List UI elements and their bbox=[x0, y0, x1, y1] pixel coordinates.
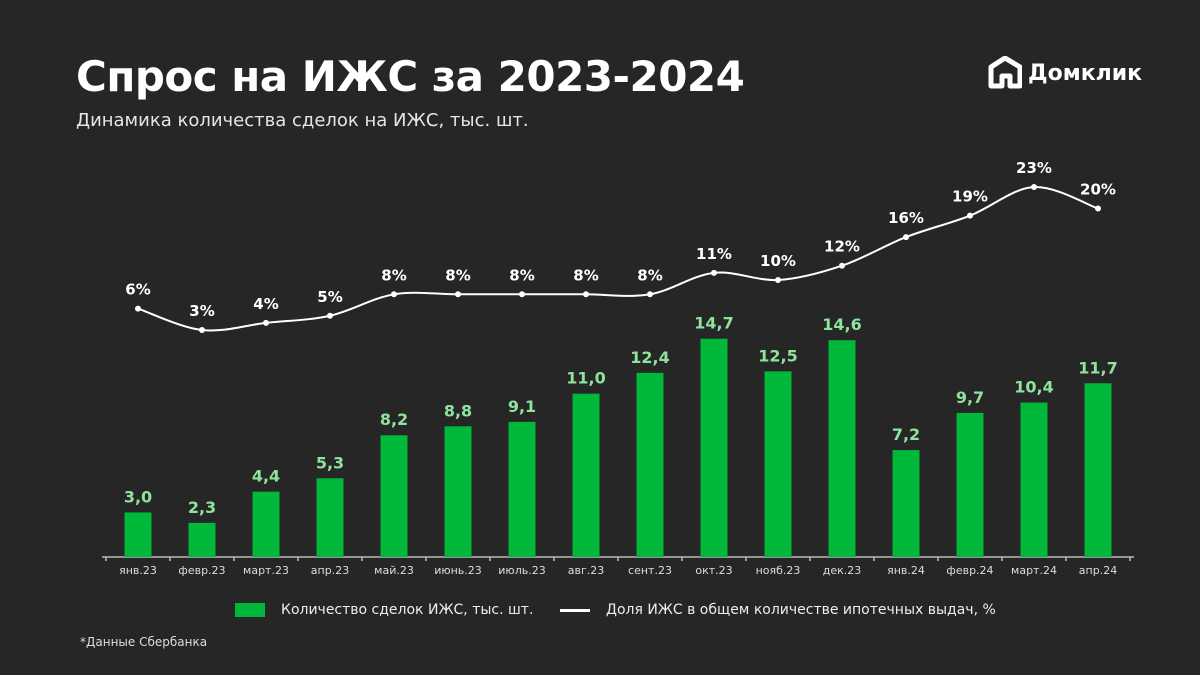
line-point bbox=[1031, 184, 1037, 191]
domclick-logo: Домклик bbox=[988, 56, 1142, 90]
line-label: 23% bbox=[1016, 159, 1052, 177]
x-tick-label: янв.24 bbox=[887, 564, 925, 577]
x-tick-label: май.23 bbox=[374, 564, 414, 577]
bar-label: 4,4 bbox=[252, 467, 280, 486]
bar-label: 14,7 bbox=[694, 314, 733, 333]
legend-bars: Количество сделок ИЖС, тыс. шт. bbox=[235, 602, 533, 618]
x-tick-label: нояб.23 bbox=[756, 564, 801, 577]
line-label: 8% bbox=[445, 266, 470, 284]
bar-label: 5,3 bbox=[316, 453, 344, 472]
legend-bar-label: Количество сделок ИЖС, тыс. шт. bbox=[281, 602, 534, 618]
line-point bbox=[967, 212, 973, 219]
bar bbox=[828, 340, 856, 557]
line-point bbox=[263, 319, 269, 326]
line-point bbox=[711, 269, 717, 276]
bar-label: 8,2 bbox=[380, 410, 408, 429]
bar-label: 11,0 bbox=[566, 369, 605, 388]
line-label: 8% bbox=[381, 266, 406, 284]
bar-label: 3,0 bbox=[124, 487, 152, 506]
line-label: 20% bbox=[1080, 181, 1116, 199]
x-tick-label: март.23 bbox=[243, 564, 289, 577]
share-line bbox=[137, 186, 1099, 332]
bar bbox=[700, 338, 728, 557]
line-point bbox=[839, 262, 845, 269]
bar-label: 12,5 bbox=[758, 346, 797, 365]
x-tick-label: февр.23 bbox=[178, 564, 225, 577]
bar bbox=[188, 522, 216, 557]
line-label: 8% bbox=[573, 266, 598, 284]
x-tick-label: сент.23 bbox=[628, 564, 672, 577]
x-tick-label: янв.23 bbox=[119, 564, 157, 577]
line-point bbox=[135, 305, 141, 312]
bar bbox=[1020, 402, 1048, 557]
x-tick-label: дек.23 bbox=[823, 564, 862, 577]
line-label: 3% bbox=[189, 302, 214, 320]
legend-line: Доля ИЖС в общем количестве ипотечных вы… bbox=[560, 602, 996, 618]
bar-label: 9,7 bbox=[956, 388, 984, 407]
line-label: 11% bbox=[696, 245, 732, 263]
bar bbox=[380, 435, 408, 557]
line-point bbox=[327, 312, 333, 319]
bar-label: 10,4 bbox=[1014, 378, 1053, 397]
bar bbox=[508, 421, 536, 557]
bar-label: 14,6 bbox=[822, 315, 861, 334]
bar bbox=[892, 450, 920, 557]
bar bbox=[444, 426, 472, 557]
line-label: 10% bbox=[760, 252, 796, 270]
bar bbox=[316, 478, 344, 557]
bar-label: 2,3 bbox=[188, 498, 216, 517]
x-tick-label: июнь.23 bbox=[434, 564, 482, 577]
x-tick-label: апр.24 bbox=[1079, 564, 1117, 577]
line-point bbox=[455, 291, 461, 298]
legend-line-swatch bbox=[560, 608, 590, 612]
bar-label: 7,2 bbox=[892, 425, 920, 444]
x-tick-label: апр.23 bbox=[311, 564, 349, 577]
line-label: 4% bbox=[253, 295, 278, 313]
x-tick-label: окт.23 bbox=[695, 564, 732, 577]
line-label: 12% bbox=[824, 238, 860, 256]
footnote: *Данные Сбербанка bbox=[80, 635, 208, 649]
chart-title: Спрос на ИЖС за 2023-2024 bbox=[76, 52, 745, 101]
line-label: 8% bbox=[637, 266, 662, 284]
line-label: 8% bbox=[509, 266, 534, 284]
bar bbox=[1084, 383, 1112, 557]
x-tick-label: авг.23 bbox=[568, 564, 605, 577]
bar bbox=[764, 371, 792, 557]
bar bbox=[124, 512, 152, 557]
line-point bbox=[199, 327, 205, 334]
x-tick-label: март.24 bbox=[1011, 564, 1057, 577]
line-label: 5% bbox=[317, 288, 342, 306]
bar-label: 11,7 bbox=[1078, 358, 1117, 377]
line-label: 16% bbox=[888, 209, 924, 227]
x-tick-label: июль.23 bbox=[498, 564, 545, 577]
line-point bbox=[1095, 205, 1101, 212]
line-label: 19% bbox=[952, 188, 988, 206]
bar bbox=[956, 412, 984, 557]
line-point bbox=[647, 291, 653, 298]
bar bbox=[636, 372, 664, 557]
chart-subtitle: Динамика количества сделок на ИЖС, тыс. … bbox=[76, 110, 529, 131]
line-point bbox=[775, 277, 781, 283]
bar-label: 8,8 bbox=[444, 401, 472, 420]
line-point bbox=[391, 291, 397, 298]
bar bbox=[572, 393, 600, 557]
legend-bar-swatch bbox=[235, 603, 265, 617]
line-point bbox=[519, 291, 525, 298]
house-logo-icon bbox=[988, 56, 1022, 89]
legend-line-label: Доля ИЖС в общем количестве ипотечных вы… bbox=[606, 602, 996, 618]
x-tick-label: февр.24 bbox=[946, 564, 993, 577]
line-label: 6% bbox=[125, 281, 150, 299]
bar-label: 12,4 bbox=[630, 348, 669, 367]
bar bbox=[252, 491, 280, 557]
line-point bbox=[583, 291, 589, 298]
line-point bbox=[903, 234, 909, 241]
logo-text: Домклик bbox=[1028, 60, 1143, 86]
bar-label: 9,1 bbox=[508, 397, 536, 416]
